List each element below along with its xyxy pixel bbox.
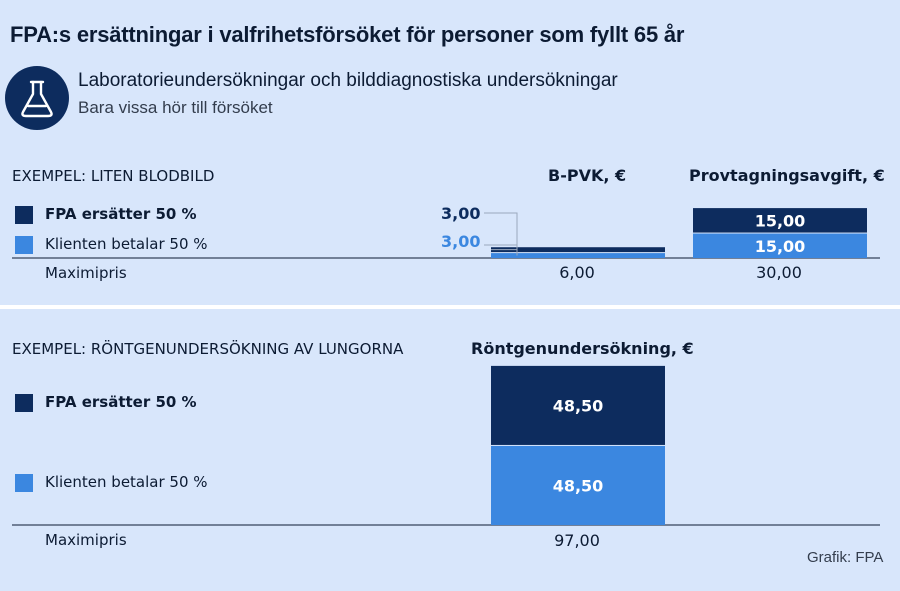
legend-swatch-fpa-xray <box>15 394 33 412</box>
section-label-blood: EXEMPEL: LITEN BLODBILD <box>12 167 215 185</box>
bar-label-client-1: 15,00 <box>755 237 806 256</box>
max-price-sampling-fee: 30,00 <box>756 263 802 282</box>
data-label-bpvk-fpa: 3,00 <box>441 204 481 223</box>
legend-swatch-fpa <box>15 206 33 224</box>
column-header-xray: Röntgenundersökning, € <box>471 339 694 358</box>
leader-line-fpa <box>484 212 518 251</box>
bar-label-client-xray: 48,50 <box>553 476 604 495</box>
page-title: FPA:s ersättningar i valfrihetsförsöket … <box>10 22 685 47</box>
bar-label-fpa-xray: 48,50 <box>553 396 604 415</box>
legend-label-fpa: FPA ersätter 50 % <box>45 205 197 223</box>
legend-label-client-xray: Klienten betalar 50 % <box>45 473 208 491</box>
column-header-sampling-fee: Provtagningsavgift, € <box>689 166 885 185</box>
legend-swatch-client <box>15 236 33 254</box>
column-header-bpvk: B-PVK, € <box>548 166 627 185</box>
bar-fpa-1 <box>693 208 867 233</box>
max-price-xray: 97,00 <box>554 531 600 550</box>
bar-label-fpa-1: 15,00 <box>755 211 806 230</box>
leader-line-client <box>484 244 518 256</box>
bar-fpa-0 <box>491 247 665 253</box>
section-divider <box>0 305 900 309</box>
legend-label-fpa-xray: FPA ersätter 50 % <box>45 393 197 411</box>
bar-client-1 <box>693 233 867 258</box>
legend-label-client: Klienten betalar 50 % <box>45 235 208 253</box>
max-price-label-blood: Maximipris <box>45 264 127 282</box>
bar-client-0 <box>491 253 665 258</box>
max-price-label-xray: Maximipris <box>45 531 127 549</box>
section-label-xray: EXEMPEL: RÖNTGENUNDERSÖKNING AV LUNGORNA <box>12 340 404 358</box>
chart-subtitle: Laboratorieundersökningar och bilddiagno… <box>78 70 618 91</box>
data-label-bpvk-client: 3,00 <box>441 232 481 251</box>
bar-client-xray <box>491 445 665 525</box>
flask-icon <box>5 66 69 130</box>
legend-swatch-client-xray <box>15 474 33 492</box>
chart-note: Bara vissa hör till försöket <box>78 98 273 117</box>
max-price-bpvk: 6,00 <box>559 263 595 282</box>
bar-fpa-xray <box>491 365 665 445</box>
credit-label: Grafik: FPA <box>807 549 884 566</box>
